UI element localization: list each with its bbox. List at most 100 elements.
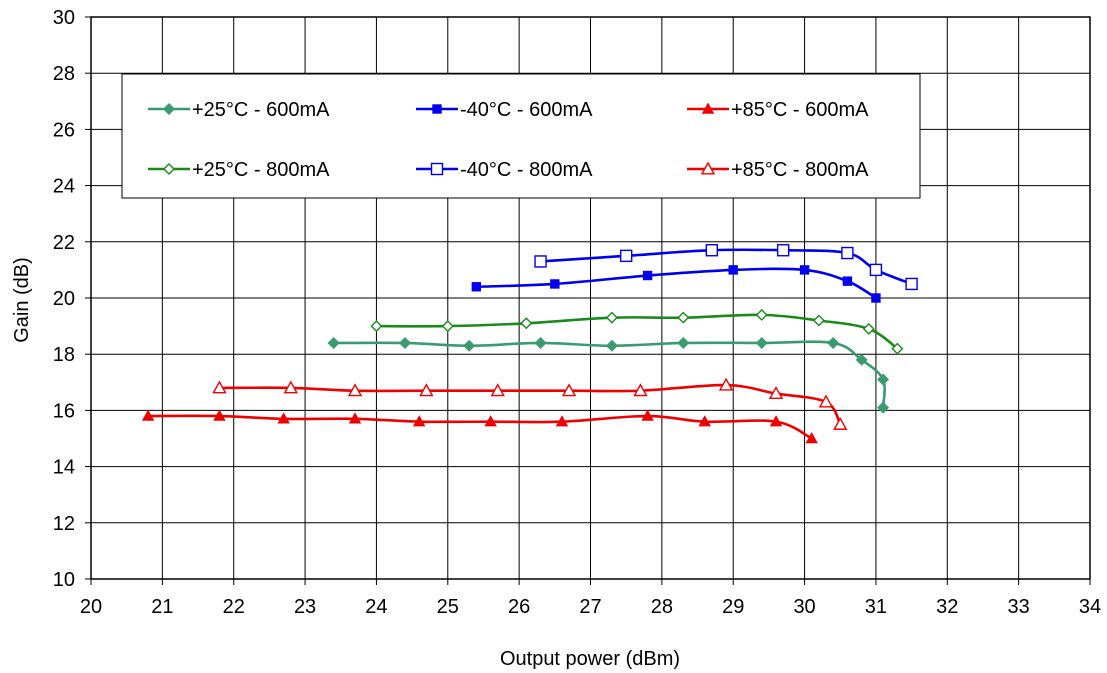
legend-label: -40°C - 600mA	[460, 99, 593, 121]
data-point	[471, 282, 482, 292]
data-point	[277, 412, 290, 424]
data-point	[213, 409, 226, 421]
data-point	[769, 415, 783, 427]
y-tick-label: 28	[53, 63, 75, 85]
y-axis-label: Gain (dB)	[11, 257, 33, 343]
series-6	[212, 377, 848, 430]
data-point	[677, 311, 690, 324]
series-line	[148, 414, 813, 440]
data-point	[891, 342, 904, 355]
series-line	[476, 267, 877, 300]
x-tick-label: 31	[865, 596, 887, 618]
legend-item: +25°C - 800mA	[148, 159, 330, 181]
data-point	[347, 383, 363, 397]
x-tick-label: 29	[722, 596, 744, 618]
data-point	[698, 415, 711, 427]
data-point	[605, 311, 618, 324]
data-point	[718, 377, 734, 391]
x-tick-labels: 20 21 22 23 24 25 26 27 28 29 30 31 32 33 34	[80, 596, 1101, 618]
x-axis-label: Output power (dBm)	[500, 648, 680, 670]
legend-swatch-marker	[701, 102, 715, 114]
legend: +25°C - 600mA -40°C - 600mA +85°C - 600mA +…	[121, 73, 921, 199]
series-3	[141, 409, 818, 444]
data-point	[633, 383, 648, 397]
data-point	[619, 249, 633, 263]
data-point	[605, 339, 618, 352]
legend-swatch-marker	[700, 161, 716, 175]
x-tick-label: 33	[1008, 596, 1030, 618]
x-tick-label: 21	[151, 596, 173, 618]
data-point	[398, 336, 411, 349]
legend-swatch-marker	[163, 163, 175, 175]
legend-box	[121, 73, 921, 199]
data-point	[534, 336, 547, 349]
data-point	[812, 314, 825, 327]
legend-item: +85°C - 800mA	[687, 159, 869, 181]
data-point	[413, 415, 426, 427]
y-tick-labels: 10 12 14 16 18 20 22 24 26 28 30	[53, 7, 75, 591]
x-tick-label: 27	[579, 596, 601, 618]
data-point	[677, 336, 690, 349]
plot-area-border	[90, 16, 1091, 580]
data-point	[877, 373, 890, 386]
series-5	[534, 244, 918, 291]
y-tick-label: 16	[53, 400, 75, 422]
data-point	[348, 412, 362, 424]
data-point	[855, 353, 868, 366]
y-tick-label: 12	[53, 513, 75, 535]
x-tick-label: 20	[80, 596, 102, 618]
x-tick-label: 28	[651, 596, 673, 618]
y-tick-label: 30	[53, 7, 75, 29]
data-point	[841, 246, 854, 260]
x-tick-label: 24	[365, 596, 387, 618]
series-line	[376, 313, 899, 350]
legend-label: -40°C - 800mA	[460, 159, 593, 181]
legend-swatch-marker	[432, 104, 442, 114]
data-point	[561, 383, 577, 397]
data-point	[484, 415, 497, 427]
series-2	[471, 265, 881, 303]
data-point	[642, 270, 653, 281]
data-point	[490, 383, 505, 397]
data-point	[463, 339, 476, 352]
data-point	[755, 336, 768, 349]
x-tick-label: 25	[437, 596, 459, 618]
data-point	[871, 293, 881, 303]
data-point	[441, 320, 454, 333]
data-point	[862, 322, 875, 335]
x-tick-label: 32	[936, 596, 958, 618]
data-point	[327, 336, 340, 349]
data-point	[141, 409, 155, 421]
legend-label: +25°C - 600mA	[192, 99, 330, 121]
y-tick-label: 24	[53, 176, 75, 198]
legend-swatch-marker	[430, 162, 444, 176]
data-point	[827, 336, 840, 349]
legend-label: +25°C - 800mA	[192, 159, 330, 181]
legend-item: +85°C - 600mA	[687, 99, 869, 121]
data-point	[805, 432, 818, 444]
data-point	[842, 276, 853, 286]
data-point	[818, 394, 834, 408]
x-tick-label: 30	[793, 596, 815, 618]
data-point	[776, 244, 790, 257]
legend-label: +85°C - 600mA	[731, 99, 869, 121]
series-layer	[141, 244, 918, 444]
data-point	[283, 380, 298, 394]
data-point	[520, 317, 533, 330]
x-tick-label: 34	[1079, 596, 1101, 618]
x-tick-label: 26	[508, 596, 530, 618]
legend-label: +85°C - 800mA	[731, 159, 869, 181]
data-point	[833, 417, 848, 430]
y-tick-label: 10	[53, 569, 75, 591]
legend-item: -40°C - 800mA	[416, 159, 593, 181]
y-tick-label: 22	[53, 232, 75, 254]
data-point	[768, 386, 784, 400]
data-point	[799, 265, 810, 275]
series-line	[540, 248, 913, 286]
data-point	[550, 279, 560, 289]
y-tick-label: 18	[53, 344, 75, 366]
series-4	[370, 308, 904, 355]
data-point	[877, 401, 890, 414]
y-tick-label: 26	[53, 119, 75, 141]
